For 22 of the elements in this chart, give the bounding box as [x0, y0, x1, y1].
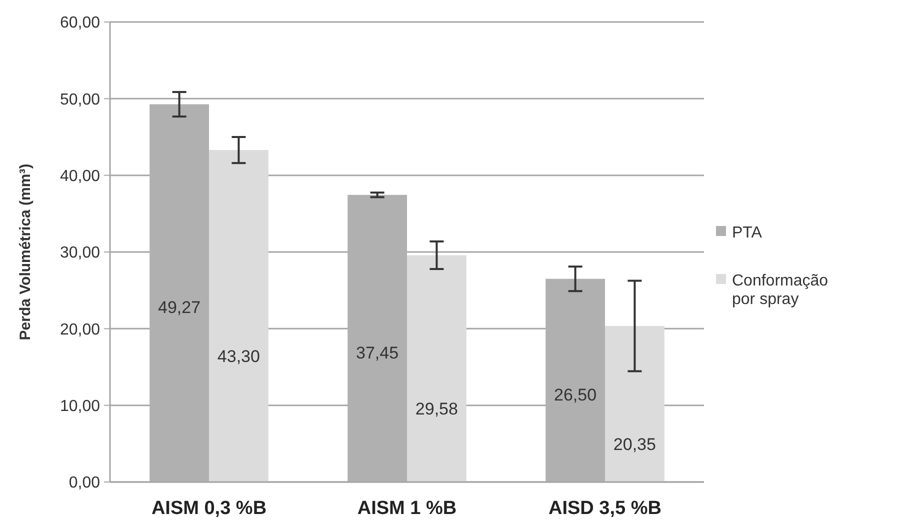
- y-tick-label: 40,00: [60, 168, 100, 185]
- x-tick-label: AISM 0,3 %B: [151, 498, 267, 519]
- bar: [209, 150, 268, 482]
- bar: [605, 326, 664, 482]
- y-tick-label: 50,00: [60, 91, 100, 108]
- data-label: 29,58: [415, 400, 458, 419]
- y-tick-label: 20,00: [60, 321, 100, 338]
- y-tick-label: 60,00: [60, 14, 100, 32]
- y-tick-label: 0,00: [68, 474, 100, 492]
- y-tick-label: 10,00: [60, 398, 100, 415]
- data-label: 49,27: [158, 298, 201, 318]
- legend-label: PTA: [732, 224, 762, 242]
- data-label: 26,50: [554, 385, 597, 404]
- bar: [407, 255, 466, 482]
- data-label: 20,35: [613, 434, 656, 454]
- x-tick-label: AISD 3,5 %B: [548, 498, 662, 519]
- data-label: 37,45: [356, 343, 399, 362]
- y-axis-title: Perda Volumétrica (mm³): [17, 164, 34, 340]
- y-tick-label: 30,00: [60, 244, 100, 262]
- x-tick-label: AISM 1 %B: [357, 498, 457, 519]
- data-label: 43,30: [217, 347, 260, 366]
- legend-label: Conformação por spray: [732, 272, 828, 308]
